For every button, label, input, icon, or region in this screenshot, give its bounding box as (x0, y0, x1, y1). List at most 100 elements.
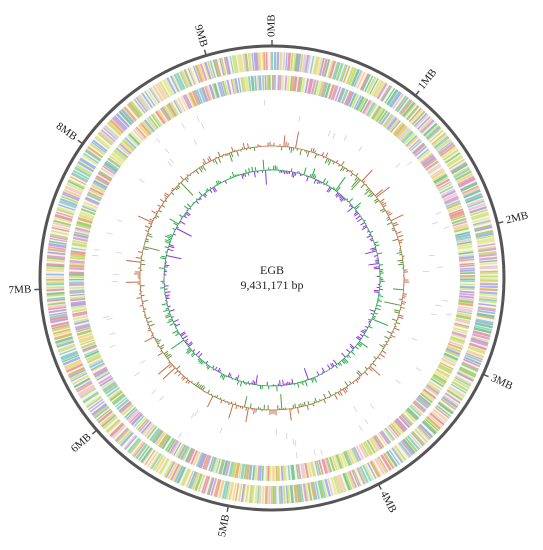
gene (58, 345, 76, 353)
gene (416, 426, 431, 441)
gene (223, 56, 230, 75)
skew (323, 393, 327, 399)
gene (173, 100, 182, 114)
gene (56, 206, 75, 215)
gene (166, 77, 177, 95)
gene (412, 143, 426, 155)
feature (327, 130, 331, 137)
gene (455, 317, 471, 323)
feature (169, 158, 174, 164)
skew (209, 189, 213, 194)
skew (344, 381, 349, 387)
skew (179, 222, 181, 224)
gene (307, 78, 312, 94)
skew (234, 402, 237, 405)
skew (156, 345, 159, 348)
feature (353, 406, 358, 412)
gene (350, 68, 361, 87)
gene (406, 136, 419, 148)
gene (50, 233, 69, 240)
skew (376, 304, 382, 307)
skew (350, 351, 356, 356)
gene (106, 387, 120, 398)
gene (337, 453, 345, 469)
gene (97, 410, 113, 424)
gene (369, 437, 379, 452)
gene (440, 188, 456, 198)
feature (106, 232, 113, 235)
skew (195, 200, 200, 204)
gene (187, 67, 196, 86)
gene (118, 430, 132, 445)
gene (99, 130, 115, 144)
skew (401, 303, 405, 305)
gene (392, 122, 404, 135)
skew (348, 198, 354, 203)
gene (291, 464, 296, 480)
gene (307, 78, 314, 94)
gene (356, 71, 366, 89)
skew (377, 252, 383, 255)
skew (306, 405, 309, 410)
gene (195, 452, 203, 467)
gene (365, 102, 376, 117)
gene (177, 444, 187, 459)
skew (227, 153, 229, 156)
gene (476, 312, 495, 319)
gene (155, 110, 166, 125)
gene (51, 323, 70, 330)
gene (46, 266, 65, 271)
feature (164, 148, 170, 154)
gene (228, 461, 235, 477)
gene (441, 396, 459, 409)
gene (51, 324, 70, 332)
skew (351, 179, 361, 191)
gene (327, 478, 334, 496)
gene (334, 86, 342, 102)
gene (360, 443, 369, 457)
gene (46, 263, 65, 266)
skew (179, 331, 186, 336)
gene (453, 327, 468, 333)
skew (150, 225, 153, 228)
skew (357, 335, 362, 340)
gene (107, 121, 122, 136)
skew (332, 161, 335, 165)
skew (214, 366, 218, 371)
skew (393, 223, 399, 227)
gene (384, 87, 396, 104)
gene (201, 86, 209, 102)
skew (371, 318, 389, 326)
gene (355, 445, 365, 460)
skew (247, 143, 249, 149)
gene (434, 176, 449, 186)
skew (354, 210, 357, 213)
gene (179, 70, 189, 89)
gene (69, 267, 85, 271)
skew (167, 238, 172, 241)
gene (346, 449, 355, 465)
gene (254, 52, 259, 71)
gene (149, 452, 161, 469)
gene (290, 464, 295, 481)
skew (171, 187, 175, 191)
gene (381, 430, 392, 444)
feature (201, 123, 205, 130)
gene (65, 363, 84, 373)
tick-mark (77, 139, 84, 145)
feature (159, 395, 164, 401)
gene (112, 425, 126, 439)
skew (183, 215, 187, 219)
skew (368, 322, 371, 324)
gene (403, 103, 417, 119)
skew (221, 374, 225, 379)
skew (200, 361, 204, 365)
skew (360, 183, 365, 189)
gene (369, 78, 379, 95)
gene (327, 60, 335, 79)
tick-label: 3MB (489, 372, 515, 392)
gene (80, 341, 96, 349)
gene (108, 120, 123, 135)
skew (365, 187, 370, 192)
gene (364, 463, 374, 481)
